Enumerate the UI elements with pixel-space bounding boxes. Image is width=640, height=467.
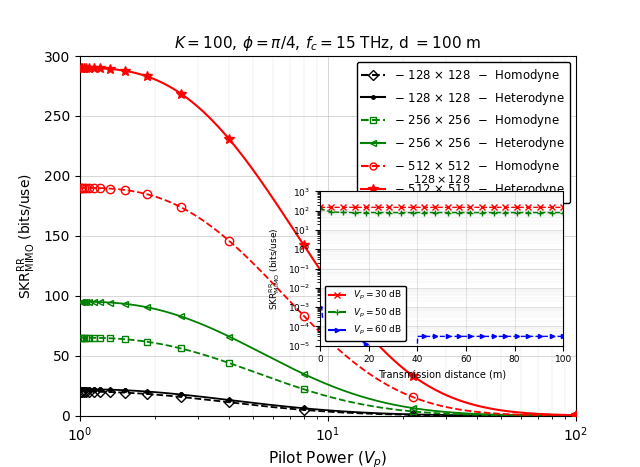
Title: $128 \times 128$: $128 \times 128$: [413, 173, 470, 185]
X-axis label: Pilot Power $(V_p)$: Pilot Power $(V_p)$: [268, 450, 388, 467]
Legend: $-$ 128 $\times$ 128  $-$  Homodyne, $-$ 128 $\times$ 128  $-$  Heterodyne, $-$ : $-$ 128 $\times$ 128 $-$ Homodyne, $-$ 1…: [356, 62, 570, 203]
X-axis label: Transmission distance (m): Transmission distance (m): [378, 370, 506, 380]
Y-axis label: SKR$^{\mathrm{RR}}_{\mathrm{MIMO}}$ (bits/use): SKR$^{\mathrm{RR}}_{\mathrm{MIMO}}$ (bit…: [268, 227, 282, 310]
Title: $K = 100,\, \phi = \pi/4,\, f_c = 15$ THz, d $= 100$ m: $K = 100,\, \phi = \pi/4,\, f_c = 15$ TH…: [175, 34, 481, 53]
Y-axis label: SKR$^{\mathrm{RR}}_{\mathrm{MIMO}}$ (bits/use): SKR$^{\mathrm{RR}}_{\mathrm{MIMO}}$ (bit…: [16, 173, 38, 299]
Legend: $V_p = 30$ dB, $V_p = 50$ dB, $V_p = 60$ dB: $V_p = 30$ dB, $V_p = 50$ dB, $V_p = 60$…: [324, 285, 406, 341]
